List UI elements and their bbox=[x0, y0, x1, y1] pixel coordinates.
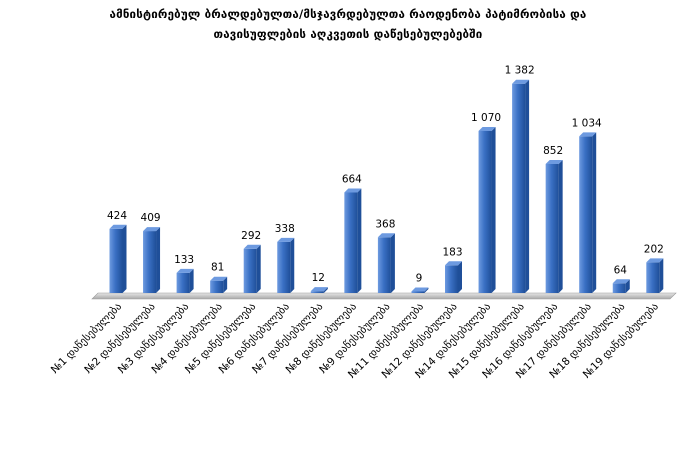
bar-2 bbox=[143, 227, 161, 293]
bar-top bbox=[579, 132, 597, 137]
bar-side bbox=[223, 276, 228, 293]
chart-title-line-1: ამნისტირებულ ბრალდებულთა/მსჯავრდებულთა რ… bbox=[109, 7, 587, 21]
bar-side bbox=[659, 258, 664, 293]
bar-front bbox=[612, 283, 626, 293]
bar-side bbox=[323, 287, 328, 293]
bar-top bbox=[646, 258, 664, 263]
bar-13 bbox=[512, 79, 530, 294]
bar-side bbox=[424, 287, 429, 293]
bar-front bbox=[310, 291, 324, 293]
bar-top bbox=[176, 268, 194, 273]
bar-top bbox=[310, 287, 328, 292]
bar-front bbox=[277, 241, 291, 293]
bar-top bbox=[512, 79, 530, 84]
bar-top bbox=[545, 159, 563, 164]
data-label-1: 424 bbox=[107, 210, 127, 222]
bar-front bbox=[545, 163, 559, 293]
bar-top bbox=[277, 237, 295, 242]
bar-top bbox=[109, 224, 127, 229]
bar-10 bbox=[411, 287, 429, 293]
bar-front bbox=[344, 192, 358, 293]
bar-side bbox=[122, 224, 127, 293]
bar-top bbox=[612, 279, 630, 284]
data-label-15: 1 034 bbox=[572, 117, 602, 129]
bar-11 bbox=[445, 261, 462, 293]
bar-front bbox=[143, 231, 157, 293]
data-label-7: 12 bbox=[312, 272, 325, 284]
bar-side bbox=[558, 159, 563, 293]
data-label-10: 9 bbox=[416, 273, 423, 285]
data-label-2: 409 bbox=[141, 212, 161, 224]
data-label-9: 368 bbox=[375, 218, 395, 230]
bar-top bbox=[377, 233, 395, 238]
bar-front bbox=[243, 248, 257, 293]
bar-1 bbox=[109, 224, 127, 293]
bar-side bbox=[189, 268, 194, 293]
bar-top bbox=[344, 188, 362, 193]
bar-side bbox=[625, 279, 630, 293]
data-label-12: 1 070 bbox=[471, 112, 501, 124]
bar-15 bbox=[579, 132, 597, 293]
data-label-3: 133 bbox=[174, 254, 194, 266]
bar-front bbox=[176, 272, 190, 293]
bar-6 bbox=[277, 237, 295, 293]
data-label-11: 183 bbox=[442, 246, 462, 258]
bar-side bbox=[458, 261, 462, 293]
bar-side bbox=[525, 79, 530, 294]
bar-front bbox=[445, 265, 458, 293]
bar-4 bbox=[210, 276, 228, 293]
bar-front bbox=[109, 228, 123, 293]
data-label-14: 852 bbox=[543, 145, 563, 157]
data-label-4: 81 bbox=[211, 262, 224, 274]
bar-7 bbox=[310, 287, 328, 293]
data-label-16: 64 bbox=[614, 264, 628, 276]
chart-title-line-2: თავისუფლების აღკვეთის დაწესებულებებში bbox=[213, 27, 483, 41]
bar-9 bbox=[377, 233, 395, 293]
bar-8 bbox=[344, 188, 362, 293]
bar-side bbox=[357, 188, 362, 293]
bar-5 bbox=[243, 244, 261, 293]
data-label-17: 202 bbox=[644, 243, 664, 255]
bar-top bbox=[243, 244, 261, 249]
bar-side bbox=[256, 244, 261, 293]
bar-top bbox=[445, 261, 462, 266]
bar-front bbox=[579, 136, 593, 293]
bar-front bbox=[512, 83, 526, 294]
bar-side bbox=[491, 126, 496, 293]
chart-floor bbox=[91, 292, 677, 300]
bar-front bbox=[210, 280, 224, 293]
bar-12 bbox=[478, 126, 496, 293]
bar-top bbox=[478, 126, 496, 131]
bar-top bbox=[411, 287, 429, 292]
bar-front bbox=[377, 237, 391, 293]
bar-front bbox=[646, 262, 660, 293]
data-label-5: 292 bbox=[241, 230, 261, 242]
bar-top bbox=[143, 227, 161, 232]
bar-side bbox=[290, 237, 295, 293]
bar-side bbox=[390, 233, 395, 293]
bar-top bbox=[210, 276, 228, 281]
bar-3 bbox=[176, 268, 194, 293]
data-label-6: 338 bbox=[275, 223, 295, 235]
bar-side bbox=[156, 227, 161, 293]
bar-front bbox=[478, 130, 492, 293]
bar-17 bbox=[646, 258, 664, 293]
bar-side bbox=[592, 132, 597, 293]
data-label-13: 1 382 bbox=[505, 65, 535, 77]
bar-16 bbox=[612, 279, 630, 293]
data-label-8: 664 bbox=[342, 173, 362, 185]
bar-front bbox=[411, 291, 425, 293]
bar-14 bbox=[545, 159, 563, 293]
